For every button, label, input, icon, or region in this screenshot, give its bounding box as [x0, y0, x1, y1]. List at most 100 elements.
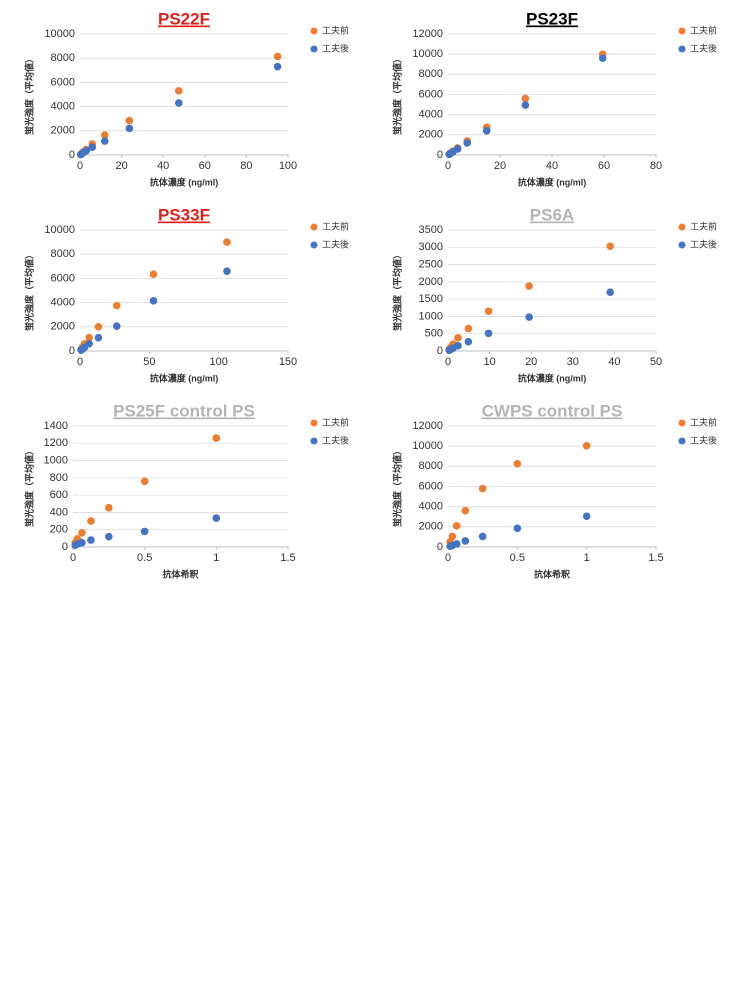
point [76, 150, 85, 159]
x-tick-label: 80 [650, 160, 662, 172]
x-axis-label: 抗体希釈 [162, 568, 199, 579]
y-tick-label: 1200 [44, 437, 68, 449]
x-tick-label: 0 [77, 160, 83, 172]
y-tick-label: 1500 [419, 293, 443, 305]
point [175, 99, 183, 107]
point [525, 282, 533, 290]
legend-marker [310, 437, 318, 445]
x-tick-label: 1 [584, 552, 590, 564]
legend-marker [678, 27, 686, 35]
point [606, 288, 615, 297]
point [513, 524, 522, 533]
point [482, 127, 491, 135]
legend-marker [678, 419, 686, 427]
y-tick-label: 6000 [419, 480, 443, 492]
point [521, 101, 530, 109]
x-tick-label: 50 [650, 356, 662, 368]
y-tick-label: 6000 [51, 272, 75, 284]
legend-label: 工夫後 [322, 238, 349, 249]
point [452, 522, 461, 530]
point [149, 270, 158, 278]
chart-title: PS33F [158, 205, 210, 224]
y-axis-label: 蛍光強度（平均値） [391, 54, 402, 135]
x-tick-label: 60 [598, 160, 610, 172]
x-tick-label: 30 [567, 356, 579, 368]
y-tick-label: 400 [50, 506, 68, 518]
point [175, 87, 183, 95]
legend-label: 工夫後 [690, 42, 717, 53]
legend-marker [678, 437, 686, 445]
y-tick-label: 6000 [51, 76, 75, 88]
point [71, 541, 80, 550]
point [105, 532, 113, 541]
chart-title: PS6A [530, 205, 574, 224]
point [105, 503, 113, 512]
point [445, 346, 454, 355]
x-tick-label: 50 [143, 356, 155, 368]
chart-title: PS25F control PS [113, 401, 255, 420]
point [525, 313, 533, 321]
x-tick-label: 0 [77, 356, 83, 368]
x-tick-label: 40 [608, 356, 620, 368]
x-tick-label: 100 [279, 160, 297, 172]
point [212, 434, 221, 442]
y-tick-label: 0 [62, 541, 68, 553]
x-axis-label: 抗体濃度 (ng/ml) [518, 176, 587, 187]
y-tick-label: 12000 [412, 420, 443, 432]
y-tick-label: 500 [425, 328, 443, 340]
y-tick-label: 1000 [419, 310, 443, 322]
y-tick-label: 8000 [51, 52, 75, 64]
y-tick-label: 2000 [419, 276, 443, 288]
y-tick-label: 2500 [419, 258, 443, 270]
y-tick-label: 10000 [44, 224, 75, 236]
x-tick-label: 0.5 [510, 552, 525, 564]
y-tick-label: 0 [437, 345, 443, 357]
point [478, 532, 487, 541]
legend-marker [310, 45, 318, 53]
y-axis-label: 蛍光強度（平均値） [391, 446, 402, 527]
legend-marker [310, 241, 318, 249]
legend-marker [678, 241, 686, 249]
legend-label: 工夫後 [322, 42, 349, 53]
x-axis-label: 抗体濃度 (ng/ml) [518, 372, 587, 383]
point [100, 131, 109, 139]
x-tick-label: 40 [157, 160, 169, 172]
point [112, 322, 121, 330]
y-tick-label: 8000 [51, 248, 75, 260]
y-tick-label: 10000 [412, 440, 443, 452]
point [454, 334, 462, 342]
point [140, 477, 149, 486]
point [125, 116, 134, 125]
legend-label: 工夫前 [322, 220, 349, 231]
legend-label: 工夫前 [322, 24, 349, 35]
x-tick-label: 20 [115, 160, 127, 172]
y-tick-label: 6000 [419, 88, 443, 100]
y-tick-label: 2000 [419, 521, 443, 533]
y-tick-label: 0 [69, 345, 75, 357]
point [463, 139, 472, 147]
y-tick-label: 12000 [412, 28, 443, 40]
legend-label: 工夫後 [322, 434, 349, 445]
x-tick-label: 0 [445, 356, 451, 368]
y-tick-label: 8000 [419, 68, 443, 80]
point [273, 52, 282, 61]
y-tick-label: 200 [50, 524, 68, 536]
x-tick-label: 1.5 [648, 552, 663, 564]
point [85, 333, 93, 342]
x-axis-label: 抗体希釈 [534, 568, 571, 579]
point [484, 329, 493, 338]
y-tick-label: 4000 [419, 109, 443, 121]
x-tick-label: 20 [525, 356, 537, 368]
point [464, 324, 473, 333]
y-tick-label: 10000 [412, 48, 443, 60]
y-tick-label: 800 [50, 472, 68, 484]
y-tick-label: 3000 [419, 241, 443, 253]
chart-title: PS22F [158, 9, 210, 28]
point [94, 323, 103, 331]
